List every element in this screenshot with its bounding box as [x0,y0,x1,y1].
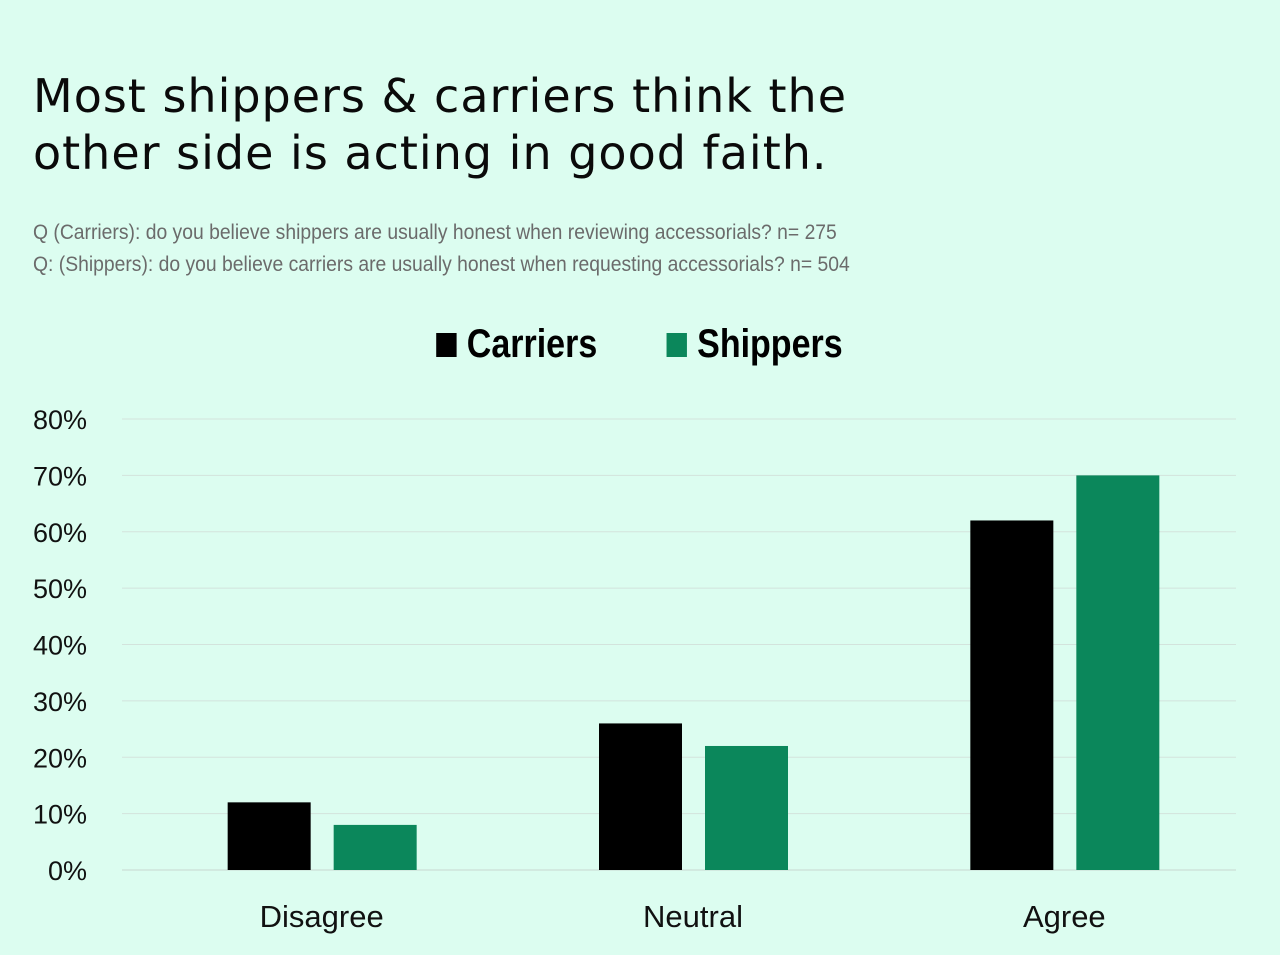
y-tick-label: 70% [33,461,87,491]
subtitle-shippers: Q: (Shippers): do you believe carriers a… [33,253,850,276]
title-line: other side is acting in good faith. [33,126,828,180]
x-tick-label: Agree [1023,899,1106,934]
title-line: Most shippers & carriers think the [33,69,848,123]
y-tick-label: 20% [33,743,87,773]
chart-title: Most shippers & carriers think the other… [33,68,847,182]
y-tick-label: 80% [33,405,87,435]
legend-label: Shippers [697,322,843,366]
y-tick-label: 10% [33,800,87,830]
legend-swatch-carriers [435,332,457,357]
y-tick-label: 40% [33,631,87,661]
y-tick-label: 50% [33,574,87,604]
legend: Carriers Shippers [0,322,1280,367]
y-tick-label: 60% [33,518,87,548]
legend-label: Carriers [466,322,597,366]
bar-carriers-agree [970,520,1054,870]
x-tick-label: Disagree [260,899,384,934]
bar-carriers-neutral [599,723,682,870]
y-tick-label: 30% [33,687,87,717]
bar-shippers-neutral [705,745,788,870]
x-tick-label: Neutral [643,899,743,934]
subtitle-carriers: Q (Carriers): do you believe shippers ar… [33,221,837,244]
legend-item-shippers: Shippers [666,322,843,367]
y-tick-label: 0% [48,856,87,886]
legend-swatch-shippers [666,332,688,357]
bar-shippers-disagree [333,824,417,870]
bar-shippers-agree [1076,475,1160,870]
bar-carriers-disagree [227,802,311,870]
legend-item-carriers: Carriers [435,322,597,367]
